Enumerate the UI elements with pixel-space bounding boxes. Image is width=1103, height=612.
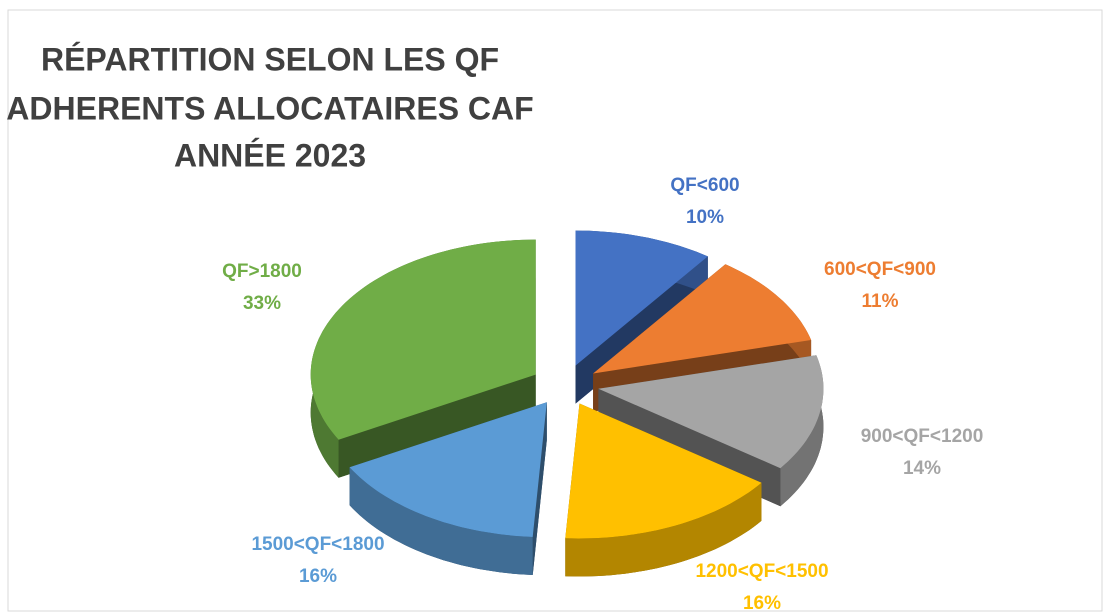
chart-title: ADHERENTS ALLOCATAIRES CAF: [6, 90, 533, 126]
pie-slice: [349, 402, 547, 537]
category-label: 1200<QF<1500: [695, 561, 828, 582]
chart-title: RÉPARTITION SELON LES QF: [41, 41, 499, 77]
category-label: 1500<QF<1800: [251, 534, 384, 555]
slice-wall: [532, 402, 547, 575]
slice-side: [565, 482, 762, 577]
slice-wall: [338, 374, 536, 478]
value-label: 16%: [743, 593, 781, 612]
pie-slice: [593, 264, 812, 374]
category-label: 600<QF<900: [824, 259, 936, 280]
slice-side: [780, 355, 824, 507]
pie-slice: [598, 355, 824, 469]
value-label: 16%: [299, 566, 337, 587]
value-label: 11%: [862, 291, 899, 312]
category-label: QF<600: [670, 175, 739, 196]
value-label: 14%: [903, 458, 941, 479]
slice-side: [349, 467, 533, 575]
pie-slice-group: [598, 355, 824, 507]
value-label: 33%: [243, 293, 281, 314]
pie-slice-group: [565, 403, 762, 577]
category-label: 900<QF<1200: [861, 426, 984, 447]
pie-slice: [575, 230, 708, 366]
pie-slice: [310, 239, 536, 440]
category-label: QF>1800: [222, 261, 302, 282]
pie-slice-group: [349, 402, 547, 575]
chart-title: ANNÉE 2023: [174, 137, 366, 173]
chart-frame: [7, 9, 1103, 612]
pie-slice: [565, 403, 762, 539]
value-label: 10%: [686, 207, 724, 228]
